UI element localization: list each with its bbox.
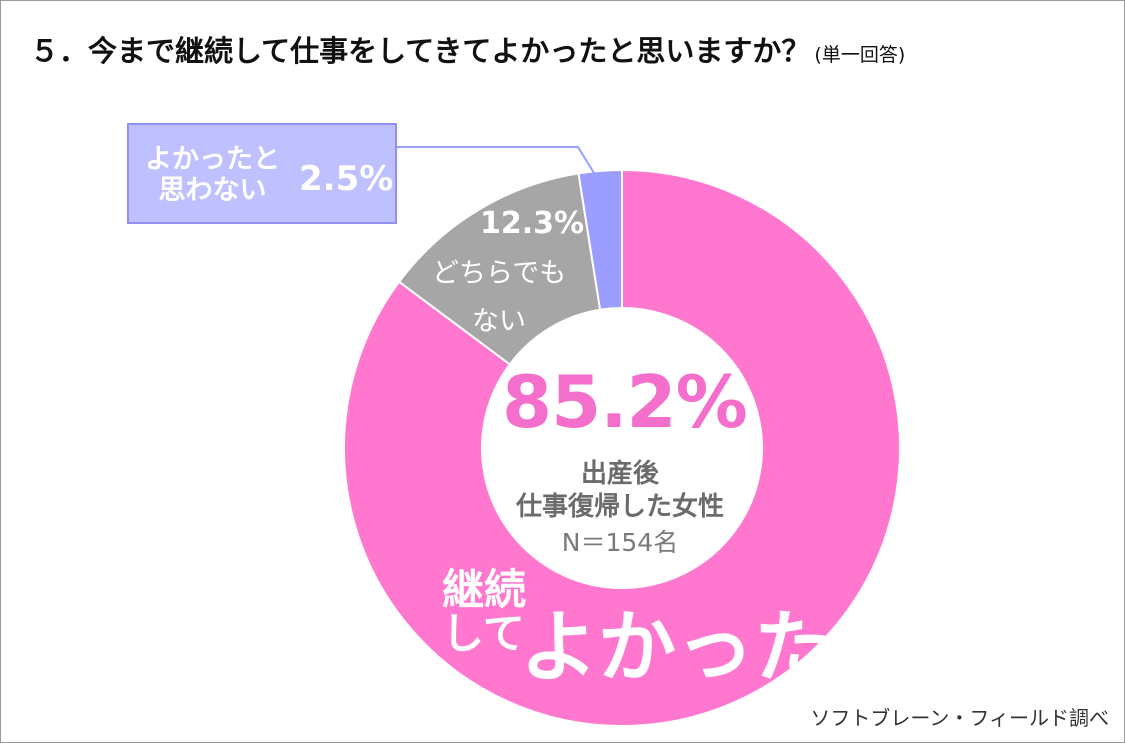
- slice-good: [343, 168, 901, 727]
- callout-leader-line: [397, 146, 598, 179]
- center-sample-size: N＝154名: [561, 528, 679, 557]
- chart-title: ５．今まで継続して仕事をしてきてよかったと思いますか？ (単一回答): [30, 34, 906, 68]
- pct-good: 85.2%: [502, 360, 748, 444]
- title-note: (単一回答): [814, 44, 906, 66]
- source-credit: ソフトブレーン・フィールド調べ: [810, 706, 1109, 730]
- center-line2: 仕事復帰した女性: [515, 492, 724, 522]
- pct-neutral: 12.3%: [480, 206, 585, 241]
- label-neutral: どちらでも ない: [432, 258, 567, 337]
- label-good-small: 継続 して: [442, 565, 527, 658]
- pct-not-good: 2.5%: [299, 159, 394, 199]
- label-good-large: よかった: [520, 603, 833, 693]
- callout-not-good: よかったと 思わない 2.5%: [127, 123, 397, 224]
- center-line1: 出産後: [580, 459, 659, 489]
- slice-neutral: [397, 172, 602, 366]
- label-not-good: よかったと 思わない: [145, 144, 280, 206]
